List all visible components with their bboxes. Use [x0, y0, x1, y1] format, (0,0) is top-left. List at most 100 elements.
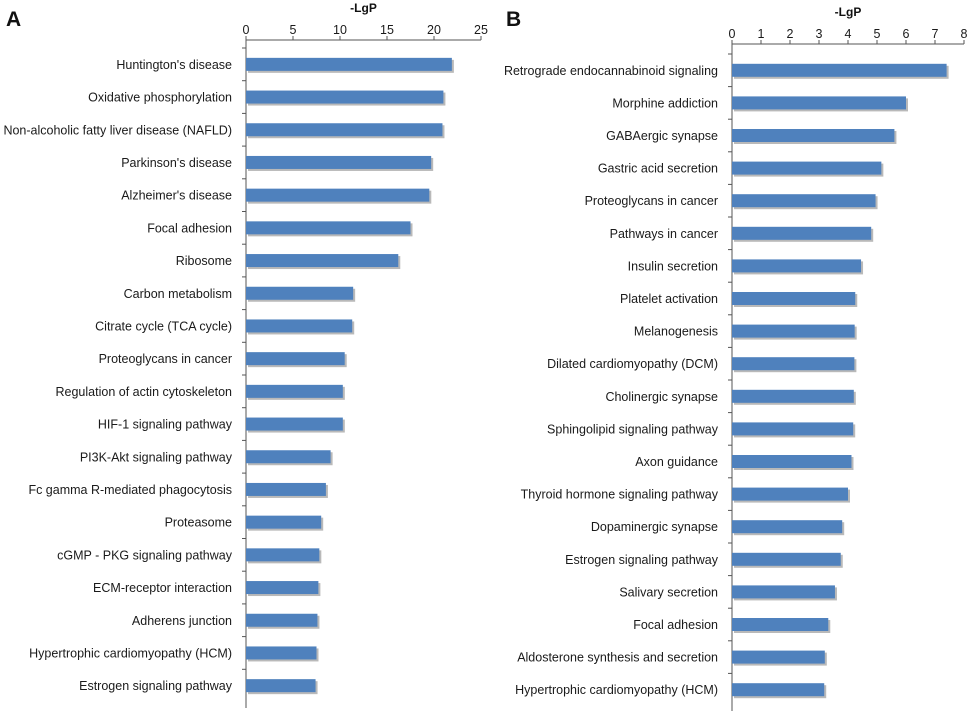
- panel-a-category-label: Regulation of actin cytoskeleton: [56, 385, 233, 399]
- panel-b-bar: [732, 226, 872, 240]
- panel-b-bar: [732, 683, 825, 697]
- panel-b-category-label: Insulin secretion: [628, 259, 718, 273]
- panel-a-category-label: cGMP - PKG signaling pathway: [57, 548, 233, 562]
- panel-b-bar: [732, 96, 906, 110]
- panel-a-category-label: Estrogen signaling pathway: [79, 679, 233, 693]
- panel-b-x-tick-label: 7: [932, 27, 939, 41]
- panel-b-category-label: Cholinergic synapse: [605, 390, 718, 404]
- panel-b-bar: [732, 455, 852, 468]
- panel-a-bar: [246, 515, 322, 529]
- panel-a-x-axis-title: -LgP: [350, 1, 377, 15]
- panel-a-x-tick-label: 25: [474, 23, 488, 37]
- panel-a-bar: [246, 319, 353, 333]
- panel-b-bar: [732, 357, 855, 371]
- panel-a: A -LgP 0 5 10 15 20 25 Huntington's disease Oxid…: [3, 1, 488, 708]
- panel-b-bar: [732, 422, 854, 436]
- panel-a-bar: [246, 384, 343, 398]
- panel-a-x-tick-label: 0: [243, 23, 250, 37]
- panel-b-x-tick-label: 3: [816, 27, 823, 41]
- panel-b-category-label: GABAergic synapse: [606, 129, 718, 143]
- panel-a-bar: [246, 482, 326, 496]
- panel-b-category-label: Hypertrophic cardiomyopathy (HCM): [515, 683, 718, 697]
- panel-a-x-tick-label: 10: [333, 23, 347, 37]
- panel-b-category-label: Melanogenesis: [634, 325, 718, 339]
- panel-a-category-label: Fc gamma R-mediated phagocytosis: [28, 483, 232, 497]
- panel-b-bar: [732, 194, 876, 208]
- panel-b-category-label: Dilated cardiomyopathy (DCM): [547, 357, 718, 371]
- panel-b-category-label: Dopaminergic synapse: [591, 520, 718, 534]
- panel-a-letter: A: [6, 8, 22, 31]
- panel-b-bar: [732, 520, 843, 534]
- panel-a-bar: [246, 221, 411, 235]
- panel-a-category-label: Oxidative phosphorylation: [88, 91, 232, 105]
- panel-b-bar: [732, 129, 895, 142]
- panel-a-bar: [246, 352, 345, 366]
- panel-b-x-tick-label: 2: [787, 27, 794, 41]
- panel-b-bar: [732, 292, 856, 305]
- panel-b-bar: [732, 552, 841, 566]
- panel-a-bar-chart: -LgP 0 5 10 15 20 25 Huntington's disease Oxidat…: [3, 1, 488, 708]
- panel-a-bar: [246, 57, 452, 71]
- panel-b-bar: [732, 161, 882, 175]
- panel-a-x-tick-label: 15: [380, 23, 394, 37]
- panel-a-category-label: Adherens junction: [132, 614, 232, 628]
- panel-a-category-label: Ribosome: [176, 254, 232, 268]
- panel-a-bar: [246, 679, 316, 693]
- panel-b-x-tick-label: 1: [758, 27, 765, 41]
- panel-a-bar: [246, 123, 443, 137]
- panel-b-category-label: Focal adhesion: [633, 618, 718, 632]
- panel-a-bar: [246, 254, 399, 268]
- panel-a-category-label: Non-alcoholic fatty liver disease (NAFLD…: [3, 123, 232, 137]
- panel-a-category-label: Huntington's disease: [116, 58, 232, 72]
- panel-a-category-label: PI3K-Akt signaling pathway: [80, 450, 233, 464]
- panel-b-category-label: Thyroid hormone signaling pathway: [521, 488, 719, 502]
- panel-b-letter: B: [506, 8, 522, 31]
- panel-b-category-label: Platelet activation: [620, 292, 718, 306]
- panel-b-category-label: Estrogen signaling pathway: [565, 553, 719, 567]
- panel-b-category-label: Salivary secretion: [619, 585, 718, 599]
- panel-a-category-label: HIF-1 signaling pathway: [98, 418, 233, 432]
- panel-a-category-label: Carbon metabolism: [124, 287, 232, 301]
- panel-a-category-label: Hypertrophic cardiomyopathy (HCM): [29, 646, 232, 660]
- panel-a-category-label: Parkinson's disease: [121, 156, 232, 170]
- panel-b-bar: [732, 618, 829, 631]
- panel-a-bar: [246, 188, 430, 202]
- panel-b-bar: [732, 487, 848, 501]
- panel-b-bar: [732, 389, 854, 403]
- panel-b-category-label: Gastric acid secretion: [598, 162, 718, 176]
- panel-b-bar: [732, 259, 862, 273]
- panel-a-bar: [246, 155, 432, 169]
- panel-b-category-label: Axon guidance: [635, 455, 718, 469]
- panel-b-category-label: Retrograde endocannabinoid signaling: [504, 64, 718, 78]
- panel-b-bar: [732, 63, 947, 77]
- panel-a-category-label: Alzheimer's disease: [121, 189, 232, 203]
- panel-b-bar: [732, 650, 825, 664]
- panel-b-category-label: Aldosterone synthesis and secretion: [517, 651, 718, 665]
- panel-b-bar-chart: -LgP 0 1 2 3 4 5 6 7 8 Retrograde endocannabinoid …: [504, 5, 968, 711]
- panel-a-bar: [246, 450, 331, 464]
- panel-a-bar: [246, 548, 320, 562]
- panel-b-category-label: Morphine addiction: [612, 96, 718, 110]
- panel-a-x-tick-label: 5: [290, 23, 297, 37]
- panel-b-x-tick-label: 0: [729, 27, 736, 41]
- panel-a-bar: [246, 581, 319, 595]
- panel-b: B -LgP 0 1 2 3 4 5 6 7 8 Retrograde endocannabinoi…: [490, 0, 969, 711]
- panel-a-bar: [246, 613, 318, 627]
- panel-b-x-axis-title: -LgP: [835, 5, 862, 19]
- panel-b-category-label: Sphingolipid signaling pathway: [547, 422, 719, 436]
- panel-a-category-label: Focal adhesion: [147, 221, 232, 235]
- panel-a-bar: [246, 286, 354, 300]
- panel-a-category-label: Proteasome: [165, 516, 232, 530]
- panel-a-category-label: Citrate cycle (TCA cycle): [95, 319, 232, 333]
- panel-a-x-tick-label: 20: [427, 23, 441, 37]
- panel-a-bar: [246, 417, 343, 431]
- panel-a-bar: [246, 646, 317, 660]
- panel-b-category-label: Pathways in cancer: [610, 227, 718, 241]
- panel-b-x-tick-label: 4: [845, 27, 852, 41]
- panel-a-bar: [246, 90, 444, 104]
- panel-b-category-label: Proteoglycans in cancer: [585, 194, 718, 208]
- panel-b-x-tick-label: 5: [874, 27, 881, 41]
- panel-b-x-tick-label: 6: [903, 27, 910, 41]
- panel-a-category-label: Proteoglycans in cancer: [99, 352, 232, 366]
- panel-b-bar: [732, 324, 855, 338]
